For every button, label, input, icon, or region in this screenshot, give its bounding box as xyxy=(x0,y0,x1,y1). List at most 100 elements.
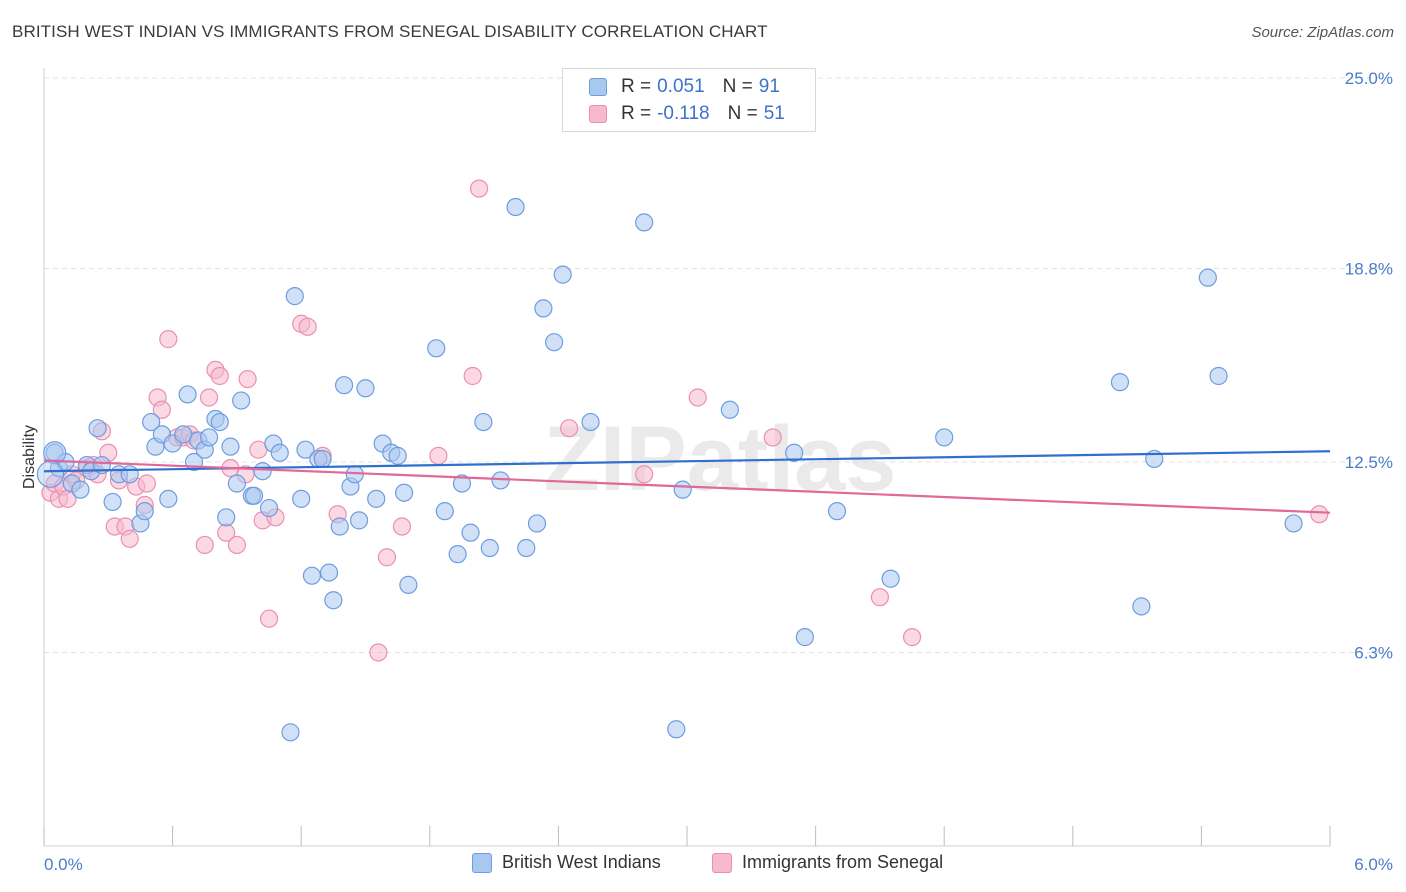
data-point xyxy=(763,428,782,447)
data-point xyxy=(281,723,300,742)
legend-row-british-west-indians: R = 0.051 N = 91 xyxy=(589,75,780,99)
data-point xyxy=(88,419,107,438)
data-point xyxy=(227,474,246,493)
data-point xyxy=(673,480,692,499)
legend-r-label: R = xyxy=(621,76,652,97)
data-point xyxy=(36,460,65,488)
data-point xyxy=(399,575,418,594)
data-point xyxy=(259,498,279,518)
data-point xyxy=(392,517,412,536)
data-point xyxy=(43,441,67,465)
data-point xyxy=(324,591,343,610)
data-point xyxy=(461,523,480,542)
data-point xyxy=(1284,514,1303,533)
data-point xyxy=(71,480,90,499)
legend-r-value: -0.118 xyxy=(657,103,710,124)
data-point xyxy=(367,489,386,508)
legend-item-immigrants-from-senegal: Immigrants from Senegal xyxy=(712,852,943,873)
data-point xyxy=(480,538,499,558)
data-point xyxy=(227,535,246,555)
x-tick-label: 6.0% xyxy=(1354,855,1393,874)
data-point xyxy=(159,489,178,508)
stats-legend: R = 0.051 N = 91 R = -0.118 N = 51 xyxy=(562,68,816,132)
legend-r-label: R = xyxy=(621,103,652,124)
x-tick-label: 0.0% xyxy=(44,855,83,874)
data-point xyxy=(474,412,493,432)
data-point xyxy=(221,437,240,456)
legend-n-value: 51 xyxy=(763,103,785,124)
data-point xyxy=(435,502,454,521)
legend-swatch-blue xyxy=(472,852,492,873)
data-point xyxy=(244,486,264,505)
data-point xyxy=(377,548,397,567)
legend-r-value: 0.051 xyxy=(657,76,705,97)
data-point xyxy=(1110,373,1130,392)
data-point xyxy=(217,508,236,527)
data-point xyxy=(388,446,407,465)
y-tick-label: 18.8% xyxy=(1345,259,1393,278)
data-point xyxy=(491,471,510,490)
data-point xyxy=(120,529,139,548)
trend-line-british-west-indians xyxy=(43,450,1331,473)
legend-series-name: British West Indians xyxy=(502,852,661,872)
data-point xyxy=(720,400,739,419)
legend-series-name: Immigrants from Senegal xyxy=(742,852,944,872)
data-point xyxy=(785,443,804,462)
data-point xyxy=(517,538,536,558)
data-point xyxy=(795,628,814,647)
data-point xyxy=(199,428,219,447)
data-point xyxy=(469,179,489,198)
data-point xyxy=(349,511,369,530)
data-point xyxy=(292,489,311,508)
y-tick-label: 12.5% xyxy=(1345,453,1393,472)
data-point xyxy=(369,643,388,662)
data-point xyxy=(553,265,572,284)
data-point xyxy=(870,588,890,607)
y-tick-label: 6.3% xyxy=(1354,643,1393,662)
data-point xyxy=(581,412,600,432)
data-point xyxy=(313,449,332,469)
data-point xyxy=(527,514,547,533)
legend-item-british-west-indians: British West Indians xyxy=(472,852,661,873)
data-point xyxy=(285,287,304,306)
data-point xyxy=(159,330,178,349)
data-point xyxy=(667,720,686,739)
data-point xyxy=(463,366,482,386)
data-point xyxy=(253,462,272,481)
y-tick-labels: 6.3% 12.5% 18.8% 25.0% xyxy=(1345,69,1393,662)
data-point xyxy=(635,213,654,232)
data-point xyxy=(259,609,279,628)
source-label: Source: ZipAtlas.com xyxy=(1251,24,1394,41)
data-point xyxy=(935,428,954,447)
data-point xyxy=(302,566,322,585)
data-point xyxy=(394,483,414,502)
data-point xyxy=(635,465,654,484)
data-point xyxy=(534,299,553,318)
data-point xyxy=(827,502,847,521)
data-point xyxy=(296,440,315,459)
legend-swatch-blue xyxy=(589,78,607,96)
x-tick-labels: 0.0% 6.0% xyxy=(44,855,1393,874)
data-point xyxy=(195,535,214,555)
data-point xyxy=(881,569,900,588)
data-point xyxy=(270,443,289,462)
gridlines xyxy=(44,77,1378,653)
y-axis-label: Disability xyxy=(21,425,38,489)
data-point xyxy=(210,412,229,432)
data-point xyxy=(688,388,707,407)
data-point xyxy=(238,369,257,389)
data-point xyxy=(137,474,156,493)
data-point xyxy=(210,366,229,386)
data-point xyxy=(427,339,446,358)
legend-n-label: N = xyxy=(722,76,753,97)
data-point xyxy=(452,474,472,493)
data-point xyxy=(135,502,154,521)
data-point xyxy=(1132,597,1151,616)
data-point xyxy=(199,388,219,407)
data-point xyxy=(319,563,339,582)
data-point xyxy=(356,379,375,398)
data-point xyxy=(103,492,122,512)
chart-title: BRITISH WEST INDIAN VS IMMIGRANTS FROM S… xyxy=(12,22,768,41)
data-point xyxy=(120,465,139,484)
